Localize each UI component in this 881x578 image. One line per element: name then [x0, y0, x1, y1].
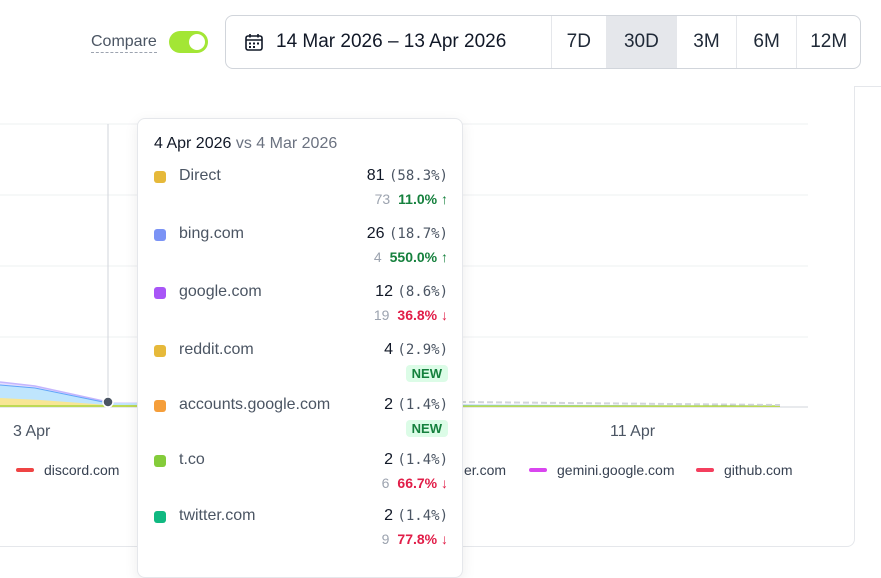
series-value: 26 (18.7%) — [366, 225, 448, 242]
series-comparison: 9 77.8% ↓ — [381, 531, 448, 547]
top-toolbar: Compare 14 Mar 2026 – 13 Apr 2026 7D 30D… — [0, 0, 881, 87]
series-comparison: NEW — [405, 365, 448, 382]
legend-item[interactable]: gemini.google.com — [529, 462, 675, 478]
tooltip-row-accounts-google: accounts.google.com 2 (1.4%) NEW — [154, 396, 448, 446]
legend-label: discord.com — [44, 462, 120, 478]
series-swatch — [154, 455, 166, 467]
x-tick-label: 11 Apr — [610, 423, 656, 440]
legend-swatch — [529, 468, 547, 472]
tooltip-row-bing: bing.com 26 (18.7%) 4 550.0% ↑ — [154, 225, 448, 275]
compare-label[interactable]: Compare — [91, 33, 157, 53]
series-comparison: 19 36.8% ↓ — [373, 307, 448, 323]
series-name: twitter.com — [179, 507, 256, 524]
legend-item[interactable]: discord.com — [16, 462, 119, 478]
series-name: Direct — [179, 167, 221, 184]
date-range-text: 14 Mar 2026 – 13 Apr 2026 — [276, 31, 507, 52]
series-name: t.co — [179, 451, 205, 468]
series-swatch — [154, 287, 166, 299]
new-badge: NEW — [405, 365, 448, 382]
tooltip-date: 4 Apr 2026 — [154, 135, 232, 152]
legend-swatch — [696, 468, 714, 472]
toggle-knob — [189, 34, 205, 50]
series-comparison: NEW — [405, 420, 448, 437]
line-series-google — [0, 381, 109, 403]
hover-point — [102, 396, 114, 408]
period-6m-button[interactable]: 6M — [737, 16, 798, 68]
tooltip-row-tco: t.co 2 (1.4%) 6 66.7% ↓ — [154, 451, 448, 501]
period-12m-button[interactable]: 12M — [810, 31, 848, 52]
series-comparison: 73 11.0% ↑ — [374, 191, 448, 207]
legend-label: github.com — [724, 462, 793, 478]
series-name: google.com — [179, 283, 262, 300]
compare-toggle[interactable] — [169, 31, 208, 53]
legend-item[interactable]: github.com — [696, 462, 792, 478]
series-value: 2 (1.4%) — [384, 507, 448, 524]
series-comparison: 4 550.0% ↑ — [373, 249, 448, 265]
tooltip-header: 4 Apr 2026 vs 4 Mar 2026 — [154, 135, 337, 153]
tooltip-row-google: google.com 12 (8.6%) 19 36.8% ↓ — [154, 283, 448, 333]
legend-label: er.com — [464, 462, 507, 478]
tooltip-row-reddit: reddit.com 4 (2.9%) NEW — [154, 341, 448, 391]
series-value: 4 (2.9%) — [384, 341, 448, 358]
date-range-button[interactable]: 14 Mar 2026 – 13 Apr 2026 — [226, 16, 552, 68]
legend-swatch — [16, 468, 34, 472]
series-name: bing.com — [179, 225, 244, 242]
legend-label: gemini.google.com — [557, 462, 675, 478]
series-value: 2 (1.4%) — [384, 396, 448, 413]
series-name: accounts.google.com — [179, 396, 331, 413]
series-swatch — [154, 345, 166, 357]
period-30d-button[interactable]: 30D — [606, 16, 678, 68]
calendar-icon — [245, 34, 263, 51]
series-value: 2 (1.4%) — [384, 451, 448, 468]
tooltip-row-direct: Direct 81 (58.3%) 73 11.0% ↑ — [154, 167, 448, 217]
series-swatch — [154, 229, 166, 241]
series-swatch — [154, 511, 166, 523]
x-tick-label: 3 Apr — [13, 423, 51, 440]
line-series-bing — [0, 384, 109, 404]
series-value: 12 (8.6%) — [375, 283, 448, 300]
chart-tooltip: 4 Apr 2026 vs 4 Mar 2026 Direct 81 (58.3… — [137, 118, 463, 578]
period-7d-button[interactable]: 7D — [552, 16, 607, 68]
series-comparison: 6 66.7% ↓ — [381, 475, 448, 491]
series-name: reddit.com — [179, 341, 254, 358]
line-series-forecast — [459, 401, 781, 406]
tooltip-compare-date: vs 4 Mar 2026 — [235, 135, 338, 152]
period-3m-button[interactable]: 3M — [677, 16, 737, 68]
date-range-group: 14 Mar 2026 – 13 Apr 2026 7D 30D 3M 6M 1… — [225, 15, 861, 69]
series-swatch — [154, 400, 166, 412]
series-value: 81 (58.3%) — [366, 167, 448, 184]
new-badge: NEW — [405, 420, 448, 437]
tooltip-row-twitter: twitter.com 2 (1.4%) 9 77.8% ↓ — [154, 507, 448, 557]
series-swatch — [154, 171, 166, 183]
